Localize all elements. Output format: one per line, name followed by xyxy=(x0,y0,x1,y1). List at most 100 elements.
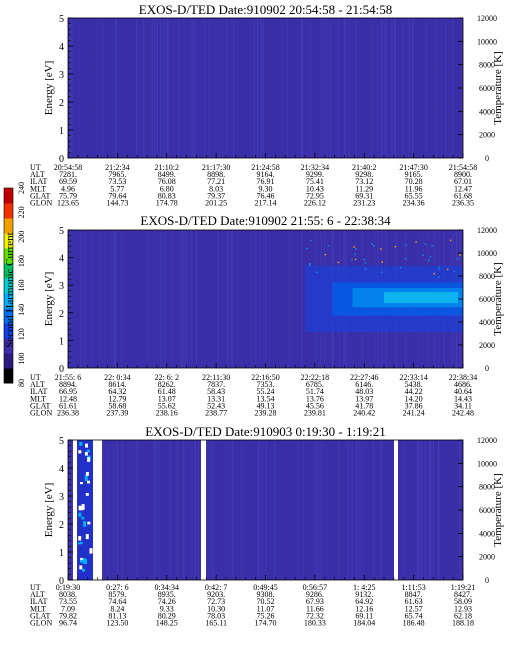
orbit-row-label: ILAT xyxy=(30,177,47,186)
orbit-value: 69.11 xyxy=(355,611,373,620)
orbit-value: 9298. xyxy=(355,170,373,179)
orbit-value: 79.37 xyxy=(207,191,225,200)
plot-streak xyxy=(391,18,393,158)
orbit-value: 40.64 xyxy=(454,387,472,396)
colorbar-swatch xyxy=(4,308,13,324)
orbit-row-label: ALT xyxy=(30,590,45,599)
plot-streak xyxy=(301,18,303,158)
orbit-value: 7281. xyxy=(59,170,77,179)
orbit-value: 8935. xyxy=(158,590,176,599)
plot-streak xyxy=(194,440,196,580)
plot-streak xyxy=(169,440,171,580)
orbit-value: 12.16 xyxy=(355,604,373,613)
y2-axis-label: Temperature [K] xyxy=(492,262,504,335)
plot-streak xyxy=(385,18,387,158)
orbit-value: 64.92 xyxy=(355,597,373,606)
orbit-value: 45.56 xyxy=(306,401,324,410)
y2-tick-label: 12000 xyxy=(477,226,497,235)
plot-streak xyxy=(251,230,252,368)
plot-streak xyxy=(70,18,71,158)
saturated-speck xyxy=(80,482,83,485)
saturated-speck xyxy=(85,493,89,496)
orbit-value: 61.63 xyxy=(405,597,423,606)
orbit-value: 217.14 xyxy=(255,199,277,208)
orbit-value: 8.24 xyxy=(110,604,124,613)
plot-streak xyxy=(263,18,264,158)
plot-streak xyxy=(301,18,303,158)
colorbar-swatch xyxy=(4,203,13,219)
orbit-value: 7965. xyxy=(108,170,126,179)
plot-streak xyxy=(158,440,160,580)
orbit-value: 8.03 xyxy=(209,184,223,193)
plot-streak xyxy=(263,230,265,368)
orbit-value: 55.24 xyxy=(257,387,275,396)
plot-streak xyxy=(337,440,340,580)
orbit-value: 21:47:30 xyxy=(399,163,427,172)
plot-streak xyxy=(310,18,312,158)
orbit-value: 144.73 xyxy=(106,199,128,208)
enhancement-speck xyxy=(457,258,459,260)
plot-streak xyxy=(113,230,115,368)
y-tick-label: 1 xyxy=(59,336,64,347)
colorbar-swatch xyxy=(4,263,13,279)
y-tick-label: 1 xyxy=(59,126,64,137)
plot-streak xyxy=(381,18,383,158)
orbit-value: 75.26 xyxy=(257,611,275,620)
orbit-value: 0:27: 6 xyxy=(106,583,128,592)
enhancement-speck xyxy=(364,268,367,270)
plot-streak xyxy=(408,18,410,158)
orbit-value: 12.79 xyxy=(108,394,126,403)
orbit-value: 51.74 xyxy=(306,387,324,396)
orbit-value: 12.47 xyxy=(454,184,472,193)
plot-streak xyxy=(120,230,122,368)
orbit-value: 67.01 xyxy=(454,177,472,186)
orbit-value: 21:54:58 xyxy=(449,163,477,172)
plot-streak xyxy=(116,18,117,158)
data-gap xyxy=(394,440,398,580)
orbit-value: 9165. xyxy=(405,170,423,179)
plot-streak xyxy=(70,18,71,158)
saturated-strip-bg xyxy=(78,440,93,580)
plot-streak xyxy=(433,440,434,580)
x-axis xyxy=(67,153,464,158)
enhancement-speck xyxy=(351,258,353,261)
colorbar-swatches xyxy=(3,187,14,384)
panel-3: EXOS-D/TED Date:910903 0:19:30 - 1:19:21… xyxy=(30,424,504,628)
plot-streak xyxy=(358,440,360,580)
plot-streak xyxy=(348,18,350,158)
y-tick-label: 0 xyxy=(59,154,64,165)
plot-streak xyxy=(315,440,317,580)
orbit-value: 11.07 xyxy=(257,604,275,613)
enhancement-speck xyxy=(438,268,441,270)
orbit-value: 21:32:34 xyxy=(301,163,329,172)
plot-streak xyxy=(380,440,382,580)
plot-streak xyxy=(301,230,303,368)
plot-streak xyxy=(300,18,302,158)
colorbar-tick-label: 180 xyxy=(17,255,26,267)
orbit-value: 12.93 xyxy=(454,604,472,613)
orbit-value: 22:38:34 xyxy=(449,373,477,382)
orbit-value: 22: 6: 2 xyxy=(155,373,179,382)
y2-tick-label: 8000 xyxy=(479,272,495,281)
enhancement-speck xyxy=(363,258,365,261)
plot-streak xyxy=(191,18,193,158)
plot-streak xyxy=(178,18,180,158)
plot-streak xyxy=(157,18,158,158)
orbit-value: 14.20 xyxy=(405,394,423,403)
orbit-row-label: ALT xyxy=(30,170,45,179)
orbit-value: 75.41 xyxy=(306,177,324,186)
plot-streak xyxy=(168,18,170,158)
plot-streak xyxy=(208,18,210,158)
saturated-speck xyxy=(85,443,88,448)
plot-streak xyxy=(412,18,413,158)
plot-streak xyxy=(153,440,155,580)
plot-streak xyxy=(412,18,414,158)
plot-streak xyxy=(371,18,373,158)
orbit-value: 44.22 xyxy=(405,387,423,396)
plot-streak xyxy=(186,230,188,368)
y2-tick-label: 4000 xyxy=(479,529,495,538)
y2-axis-label: Temperature [K] xyxy=(492,473,504,546)
orbit-value: 6146. xyxy=(355,380,373,389)
orbit-row-label: MLT xyxy=(30,394,46,403)
